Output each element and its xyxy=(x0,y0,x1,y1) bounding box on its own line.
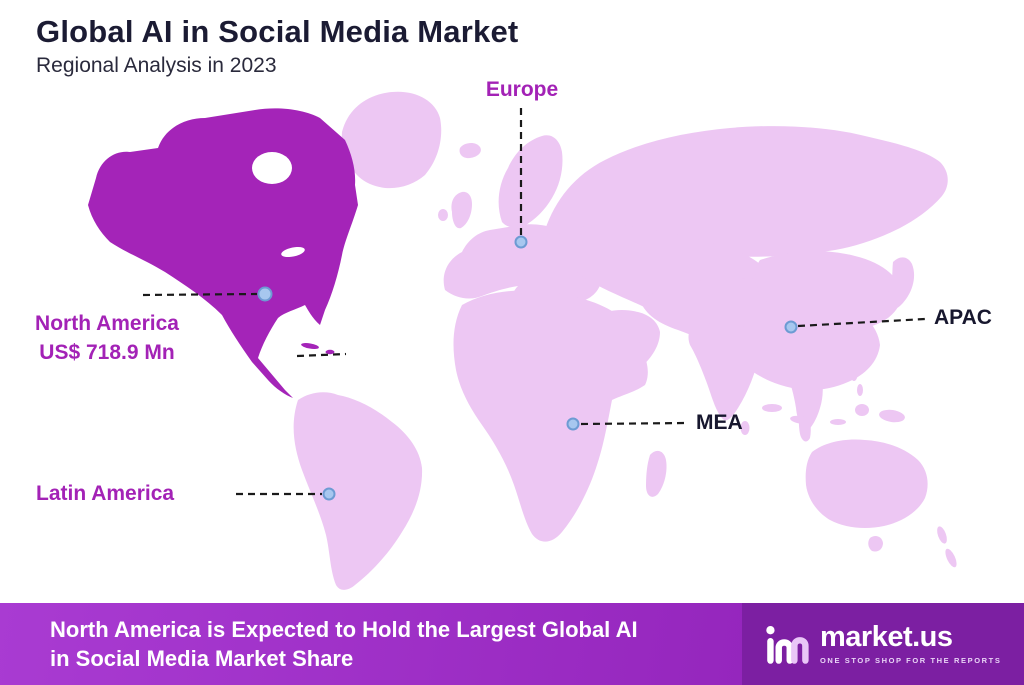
marketus-logo-icon xyxy=(766,626,809,664)
north-america-marker xyxy=(257,286,273,302)
indonesia-island xyxy=(855,404,869,416)
sri-lanka-island xyxy=(740,421,750,435)
siberia-region xyxy=(545,126,948,257)
label-latin-america: Latin America xyxy=(36,482,175,505)
north-america-value: US$ 718.9 Mn xyxy=(39,340,175,364)
new-zealand-region xyxy=(937,526,947,544)
europe-marker xyxy=(514,235,528,249)
page-subtitle: Regional Analysis in 2023 xyxy=(36,54,277,77)
label-apac: APAC xyxy=(934,306,992,329)
new-zealand-region xyxy=(945,548,957,568)
label-mea: MEA xyxy=(696,411,743,434)
brand-panel: market.us ONE STOP SHOP FOR THE REPORTS xyxy=(742,603,1024,685)
hispaniola-island xyxy=(325,349,335,355)
footer-message: North America is Expected to Hold the La… xyxy=(0,603,742,685)
north-america-label-text: North America xyxy=(35,312,179,335)
japan-region xyxy=(885,257,915,311)
mea-marker xyxy=(566,417,580,431)
tasmania-region xyxy=(868,535,883,552)
philippines-island xyxy=(850,363,858,381)
header: Global AI in Social Media Market Regiona… xyxy=(36,14,518,78)
east-asia-region xyxy=(755,251,902,331)
apac-leader-line xyxy=(797,317,926,328)
hudson-bay-lake xyxy=(252,152,292,184)
brand-text: market.us ONE STOP SHOP FOR THE REPORTS xyxy=(820,621,1002,666)
footer-message-line2: in Social Media Market Share xyxy=(50,646,354,671)
southeast-asia-region xyxy=(785,357,823,432)
iceland-region xyxy=(459,142,481,159)
new-guinea-island xyxy=(879,409,905,423)
indonesia-island xyxy=(762,404,782,412)
ireland-region xyxy=(438,209,448,221)
great-lakes xyxy=(281,246,305,258)
mea-leader-line xyxy=(580,421,689,426)
footer-message-line1: North America is Expected to Hold the La… xyxy=(50,616,638,642)
philippines-island xyxy=(857,384,863,396)
india-region xyxy=(688,322,761,421)
australia-region xyxy=(805,439,928,528)
north-america-leader-line-2 xyxy=(296,352,347,358)
scandinavia-region xyxy=(498,135,563,228)
apac-marker xyxy=(784,320,798,334)
latin-america-marker xyxy=(322,487,336,501)
north-america-region xyxy=(88,108,358,398)
greenland-region xyxy=(341,91,442,189)
label-north-america: North America US$ 718.9 Mn xyxy=(8,310,206,368)
uk-region xyxy=(451,191,472,229)
south-america-region xyxy=(293,392,423,590)
brand-name: market.us xyxy=(820,621,953,653)
footer-banner: North America is Expected to Hold the La… xyxy=(0,603,1024,685)
cuba-island xyxy=(301,343,319,349)
brand-tagline: ONE STOP SHOP FOR THE REPORTS xyxy=(820,656,1002,665)
madagascar-region xyxy=(646,450,667,497)
label-europe: Europe xyxy=(485,78,559,101)
africa-region xyxy=(453,290,648,542)
indonesia-island xyxy=(790,415,814,425)
indonesia-island xyxy=(830,419,846,425)
page-title: Global AI in Social Media Market xyxy=(36,14,519,49)
